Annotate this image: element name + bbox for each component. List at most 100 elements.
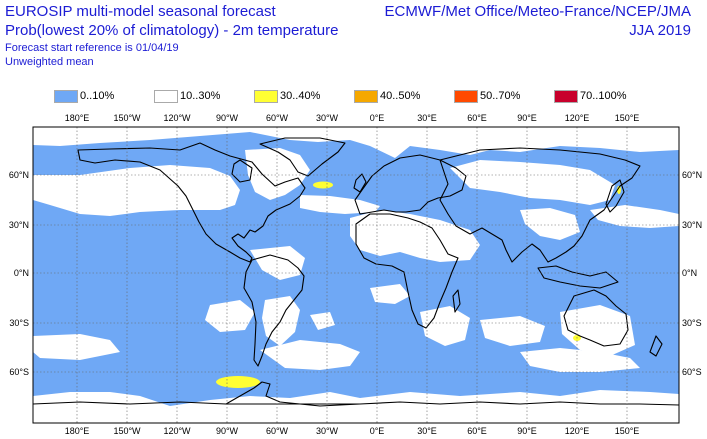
white-area-tropical-pacific bbox=[250, 246, 305, 280]
coast-antarctica-west bbox=[225, 381, 361, 407]
legend-item: 50..70% bbox=[454, 89, 520, 103]
longitude-labels-bottom: 180°E 150°W 120°W 90°W 60°W 30°W 0°E 30°E 60°E 90… bbox=[65, 426, 640, 436]
white-area-arctic-band bbox=[33, 127, 679, 158]
legend: 0..10% 10..30% 30..40% 40..50% 50..70% 70..10… bbox=[54, 89, 694, 103]
white-area-east-asia bbox=[520, 208, 580, 240]
yellow-area-south-pacific bbox=[216, 376, 260, 388]
title-line-1: EUROSIP multi-model seasonal forecast bbox=[5, 3, 276, 20]
longitude-label: 90°W bbox=[216, 426, 239, 436]
longitude-label: 120°W bbox=[163, 113, 191, 123]
longitude-label: 30°W bbox=[316, 426, 339, 436]
longitude-label: 150°E bbox=[615, 426, 640, 436]
yellow-area-north-atlantic bbox=[313, 181, 333, 189]
longitude-label: 180°E bbox=[65, 113, 90, 123]
coast-britain bbox=[353, 173, 367, 193]
longitude-label: 90°E bbox=[517, 426, 537, 436]
legend-item: 10..30% bbox=[154, 89, 220, 103]
coast-north-america bbox=[77, 142, 306, 263]
legend-label: 40..50% bbox=[380, 90, 421, 102]
coast-south-america bbox=[243, 254, 305, 367]
legend-label: 50..70% bbox=[480, 90, 521, 102]
coast-japan bbox=[605, 179, 625, 213]
latitude-label: 60°N bbox=[682, 170, 702, 180]
white-area-southern-ocean-center bbox=[260, 340, 360, 370]
coastlines bbox=[33, 137, 679, 407]
latitude-label: 60°S bbox=[682, 367, 702, 377]
coast-hudson-bay bbox=[231, 159, 253, 183]
white-area-southern-ocean-east bbox=[520, 348, 640, 372]
longitude-label: 60°E bbox=[467, 426, 487, 436]
white-10-30-areas bbox=[33, 127, 679, 423]
coast-greenland bbox=[259, 137, 346, 177]
forecast-start-reference: Forecast start reference is 01/04/19 bbox=[5, 42, 179, 54]
legend-label: 0..10% bbox=[80, 90, 115, 102]
latitude-label: 60°S bbox=[9, 367, 29, 377]
latitude-label: 30°S bbox=[9, 318, 29, 328]
title-line-2: Prob(lowest 20% of climatology) - 2m tem… bbox=[5, 22, 339, 39]
white-area-atlantic-east bbox=[370, 284, 410, 304]
legend-swatch bbox=[454, 89, 478, 103]
legend-item: 40..50% bbox=[354, 89, 420, 103]
legend-swatch bbox=[254, 89, 278, 103]
white-area-pacific-islands bbox=[590, 205, 679, 228]
longitude-label: 0°E bbox=[370, 426, 385, 436]
longitude-label: 60°W bbox=[266, 113, 289, 123]
longitude-label: 30°E bbox=[417, 426, 437, 436]
coast-australia bbox=[563, 289, 629, 347]
latitude-label: 30°N bbox=[9, 220, 29, 230]
map-frame bbox=[32, 126, 680, 424]
white-area-south-pacific-west bbox=[205, 300, 255, 332]
white-area-north-africa bbox=[350, 210, 480, 262]
legend-label: 70..100% bbox=[580, 90, 627, 102]
legend-label: 10..30% bbox=[180, 90, 221, 102]
longitude-label: 150°W bbox=[113, 113, 141, 123]
coast-new-zealand bbox=[649, 335, 663, 357]
longitude-label: 120°W bbox=[163, 426, 191, 436]
legend-swatch bbox=[54, 89, 78, 103]
longitude-label: 120°E bbox=[565, 113, 590, 123]
yellow-area-japan bbox=[617, 186, 621, 194]
latitude-label: 0°N bbox=[14, 268, 29, 278]
longitude-label: 90°E bbox=[517, 113, 537, 123]
legend-label: 30..40% bbox=[280, 90, 321, 102]
latitude-label: 60°N bbox=[9, 170, 29, 180]
white-area-southern-ocean-west bbox=[33, 334, 120, 360]
latitude-labels-left: 60°N 30°N 0°N 30°S 60°S bbox=[9, 170, 29, 377]
latitude-label: 30°S bbox=[682, 318, 702, 328]
white-area-southern-atlantic bbox=[310, 312, 335, 330]
coast-europe bbox=[354, 154, 467, 215]
latitude-label: 0°N bbox=[682, 268, 697, 278]
legend-item: 70..100% bbox=[554, 89, 626, 103]
longitude-label: 150°W bbox=[113, 426, 141, 436]
legend-swatch bbox=[554, 89, 578, 103]
white-area-north-pacific bbox=[33, 165, 240, 216]
season-label: JJA 2019 bbox=[629, 22, 691, 39]
white-area-south-indian bbox=[480, 316, 545, 346]
longitude-labels-top: 180°E 150°W 120°W 90°W 60°W 30°W 0°E 30°E 60°E 90… bbox=[65, 113, 640, 123]
longitude-label: 60°W bbox=[266, 426, 289, 436]
coast-antarctica-east bbox=[359, 401, 679, 406]
legend-item: 0..10% bbox=[54, 89, 114, 103]
forecast-centres: ECMWF/Met Office/Meteo-France/NCEP/JMA bbox=[384, 3, 691, 20]
legend-item: 30..40% bbox=[254, 89, 320, 103]
graticule bbox=[33, 127, 679, 423]
white-area-southern-africa bbox=[420, 306, 470, 346]
white-area-north-america bbox=[245, 148, 310, 200]
latitude-labels-right: 60°N 30°N 0°N 30°S 60°S bbox=[682, 170, 702, 377]
latitude-label: 30°N bbox=[682, 220, 702, 230]
longitude-label: 180°E bbox=[65, 426, 90, 436]
white-area-australia bbox=[560, 305, 635, 356]
coast-asia bbox=[439, 147, 641, 263]
coast-africa bbox=[355, 213, 459, 329]
longitude-label: 120°E bbox=[565, 426, 590, 436]
legend-swatch bbox=[354, 89, 378, 103]
longitude-label: 30°W bbox=[316, 113, 339, 123]
white-area-siberia bbox=[450, 160, 615, 205]
coast-madagascar bbox=[452, 289, 461, 313]
white-area-antarctic-band bbox=[33, 390, 679, 423]
longitude-label: 30°E bbox=[417, 113, 437, 123]
coast-antarctica-far-west bbox=[33, 401, 227, 405]
legend-swatch bbox=[154, 89, 178, 103]
longitude-label: 60°E bbox=[467, 113, 487, 123]
